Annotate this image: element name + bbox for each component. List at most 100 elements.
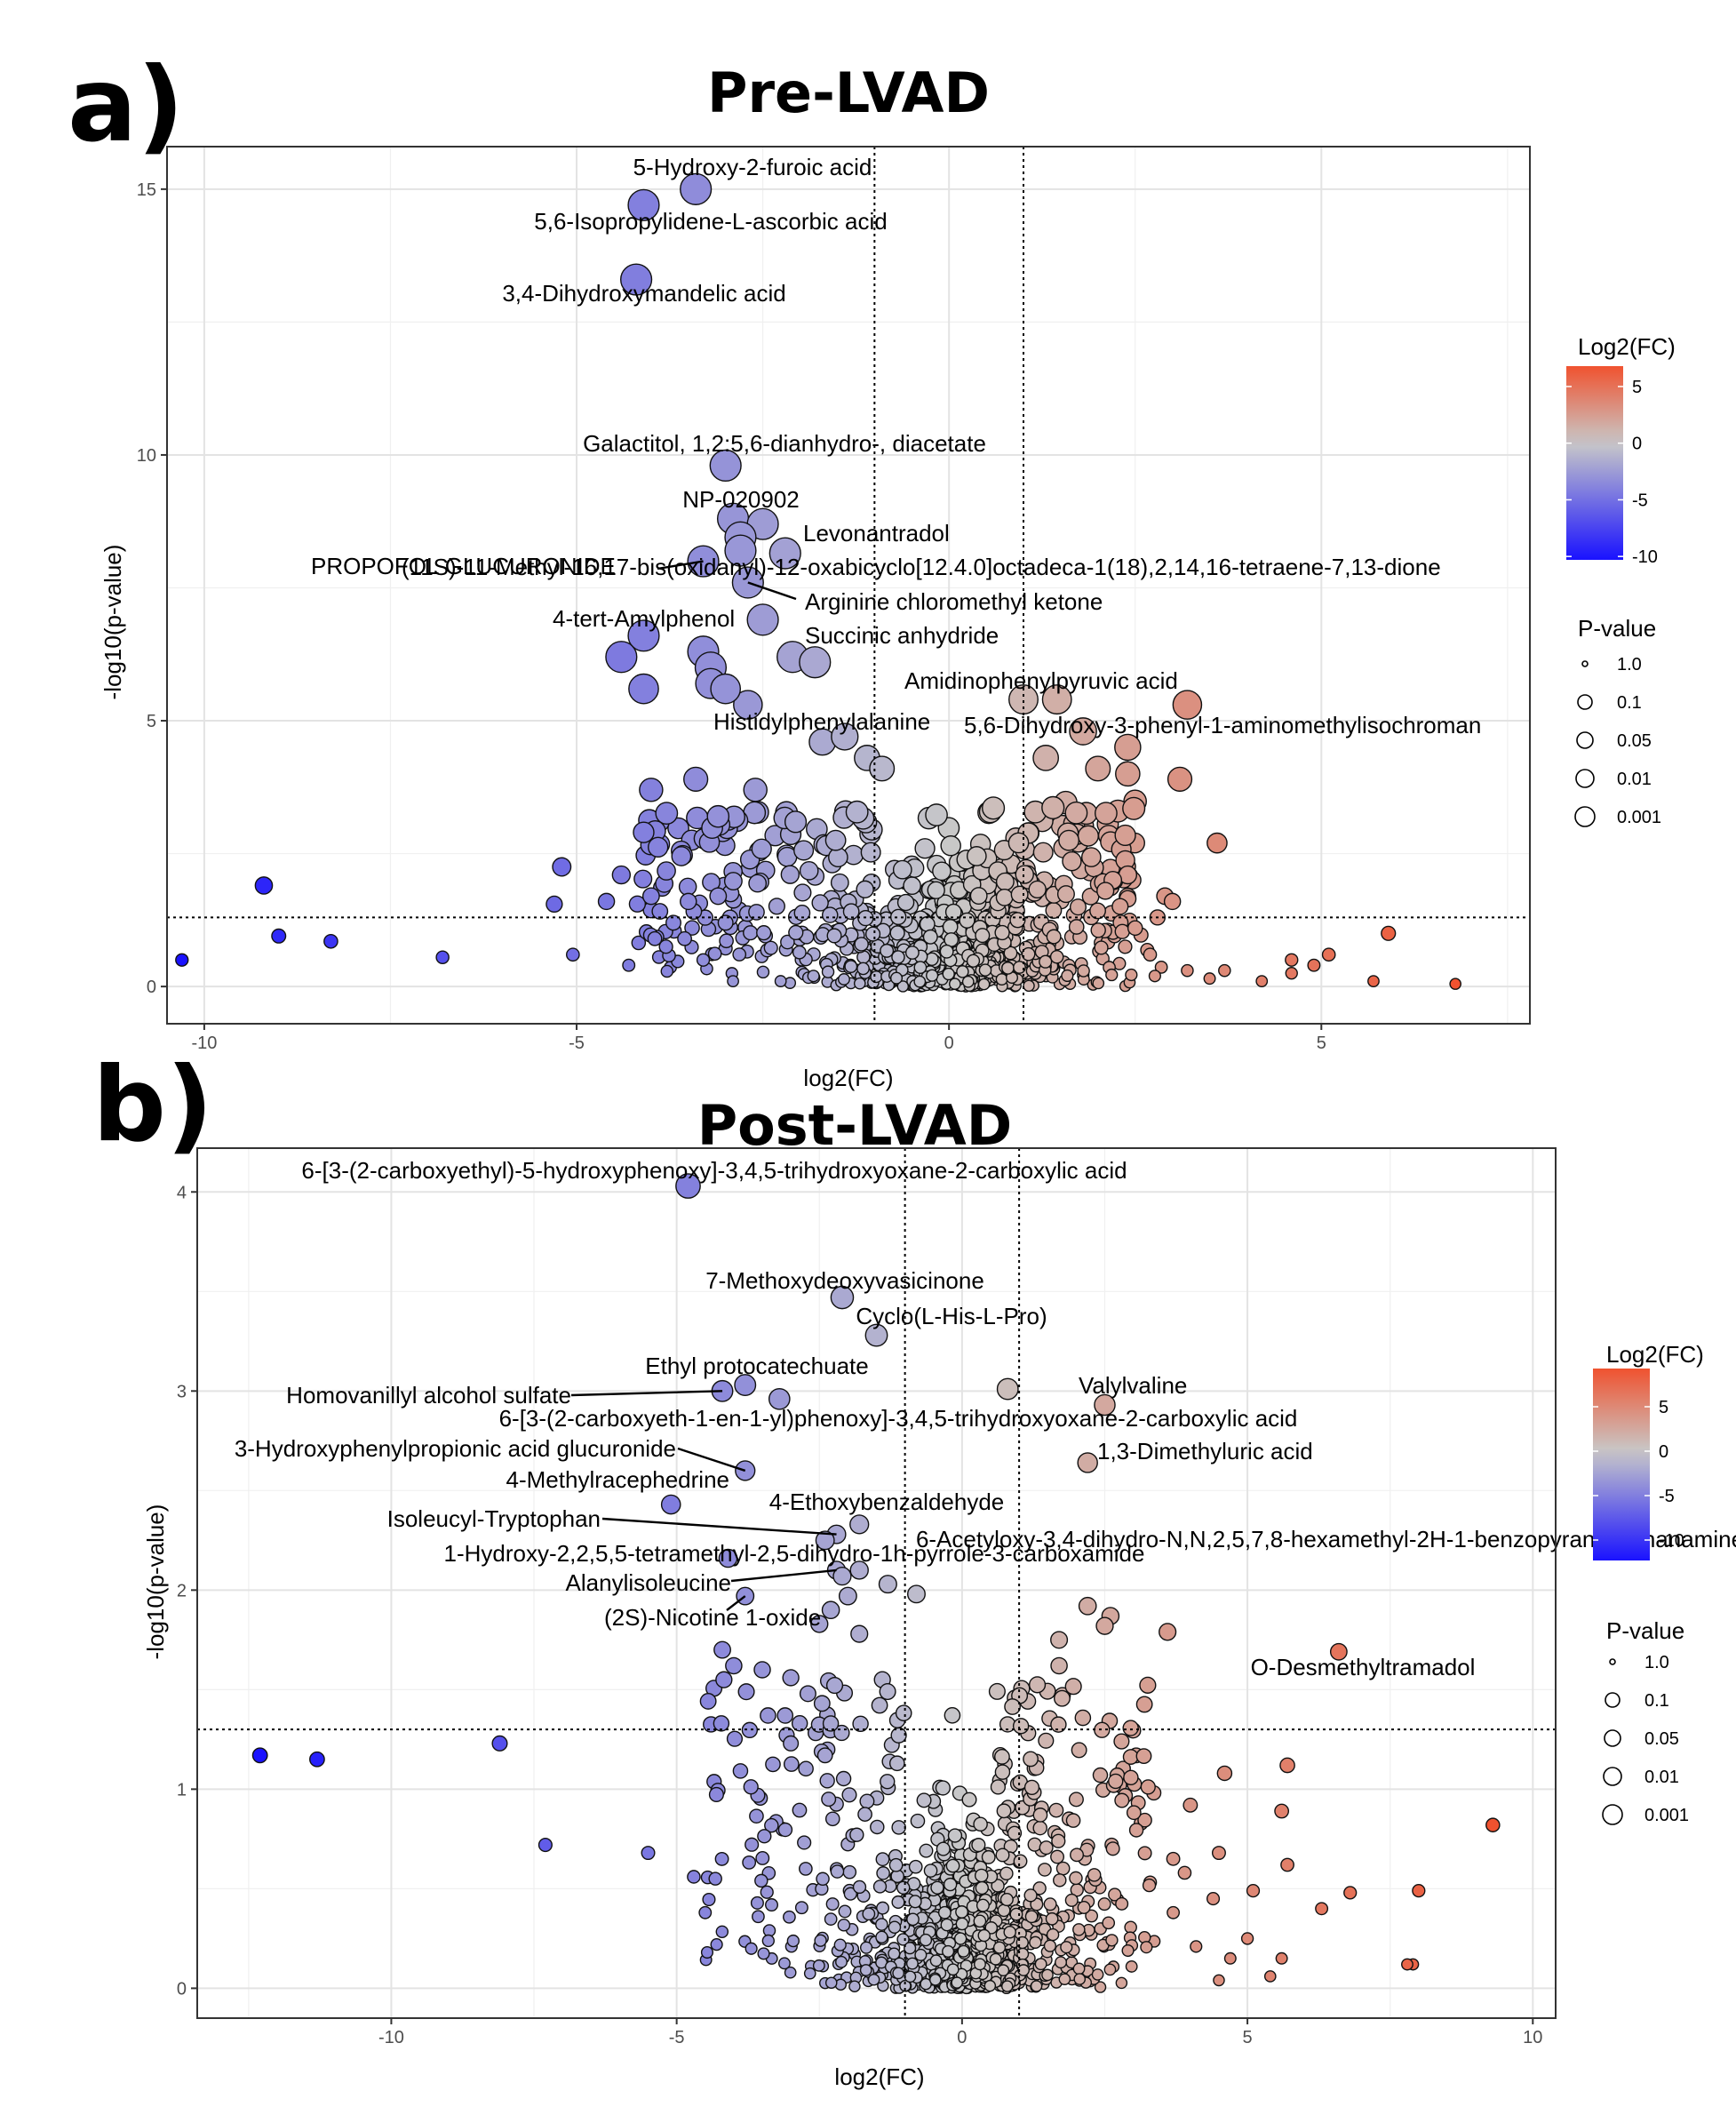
data-point [784, 1966, 797, 1979]
data-point [849, 1560, 869, 1580]
data-point [745, 1837, 760, 1852]
data-point [852, 1880, 867, 1895]
data-point [852, 1715, 869, 1733]
x-axis-label-b: log2(FC) [834, 2063, 924, 2090]
data-point [989, 1952, 1002, 1966]
data-point [849, 1514, 870, 1535]
data-point [1177, 1865, 1192, 1880]
data-point [696, 953, 711, 967]
data-point [709, 887, 728, 906]
data-point [791, 1714, 808, 1732]
data-point [935, 1780, 951, 1796]
point-label: Galactitol, 1,2:5,6-dianhydro-, diacetat… [583, 430, 986, 457]
data-point [1279, 1757, 1295, 1774]
data-point [597, 892, 616, 911]
chart-title-b: Post-LVAD [697, 1093, 1013, 1158]
data-point [871, 1696, 888, 1714]
data-point [757, 1829, 772, 1844]
data-point [1095, 1616, 1114, 1635]
legend-color-title-a: Log2(FC) [1578, 333, 1676, 360]
data-point [786, 1934, 800, 1948]
data-point [1206, 1892, 1221, 1906]
data-point [1114, 1792, 1130, 1808]
data-point [824, 1811, 840, 1827]
x-tick-label: -5 [669, 2028, 685, 2047]
data-point [937, 1905, 952, 1919]
data-point [876, 1901, 890, 1915]
data-point [876, 1866, 890, 1880]
data-point [1097, 1897, 1111, 1911]
data-point [892, 1967, 905, 1980]
data-point [1077, 964, 1090, 978]
data-point [605, 641, 638, 674]
data-point [648, 836, 669, 858]
data-point [743, 1779, 759, 1795]
size-key-circle [1604, 1729, 1621, 1747]
data-point [714, 1851, 729, 1866]
data-point [1080, 847, 1102, 867]
size-key-circle [1605, 1692, 1621, 1708]
data-point [835, 1955, 848, 1968]
data-point [859, 1964, 872, 1976]
colorbar-tick-label: 0 [1659, 1442, 1668, 1462]
plot-background [167, 147, 1530, 1024]
data-point [1077, 825, 1099, 847]
data-point [1029, 1935, 1042, 1949]
data-point [1028, 880, 1047, 899]
data-point [1122, 1720, 1139, 1736]
data-point [1001, 1980, 1014, 1992]
data-point [994, 1748, 1010, 1765]
y-tick-label: 3 [177, 1382, 187, 1401]
data-point [1078, 1596, 1097, 1616]
data-point [660, 964, 674, 978]
y-tick-label: 5 [147, 712, 156, 731]
data-point [812, 1959, 825, 1972]
y-tick-label: 0 [177, 1979, 187, 1999]
data-point [700, 1945, 714, 1959]
data-point [780, 934, 795, 950]
data-point [995, 973, 1008, 986]
data-point [639, 778, 664, 802]
data-point [824, 1912, 838, 1926]
data-point [799, 1685, 816, 1703]
data-point [1012, 1718, 1030, 1735]
data-point [678, 877, 697, 897]
data-point [807, 970, 820, 983]
data-point [1121, 1943, 1135, 1958]
data-point [1172, 690, 1203, 720]
label-leader-line [657, 560, 704, 571]
data-point [1056, 885, 1075, 904]
data-point [757, 1947, 770, 1960]
data-point [860, 842, 881, 863]
data-point [891, 1895, 905, 1909]
data-point [826, 928, 842, 944]
data-point [930, 1880, 944, 1895]
data-point [710, 1937, 723, 1951]
data-point [994, 1764, 1011, 1780]
data-point [794, 1901, 808, 1915]
data-point [957, 1944, 970, 1958]
data-point [1074, 1709, 1092, 1727]
data-point [1274, 1803, 1290, 1819]
data-point [1166, 1851, 1181, 1866]
data-point [932, 861, 952, 882]
data-point [908, 1859, 923, 1874]
data-point [961, 975, 975, 988]
data-point [862, 1907, 876, 1921]
data-point [715, 1925, 729, 1939]
size-key-label: 0.001 [1644, 1806, 1689, 1825]
data-point [819, 1773, 835, 1789]
data-point [810, 1615, 829, 1633]
point-label: 5,6-Isopropylidene-L-ascorbic acid [534, 208, 887, 235]
data-point [947, 1828, 963, 1843]
data-point [1053, 1873, 1067, 1888]
data-point [1013, 1854, 1028, 1869]
data-point [976, 1898, 990, 1912]
data-point [1046, 929, 1062, 945]
data-point [1211, 1846, 1226, 1861]
data-point [995, 1848, 1010, 1863]
data-point [732, 947, 747, 962]
data-point [627, 188, 660, 221]
data-point [1315, 1902, 1329, 1916]
data-point [765, 1898, 779, 1912]
